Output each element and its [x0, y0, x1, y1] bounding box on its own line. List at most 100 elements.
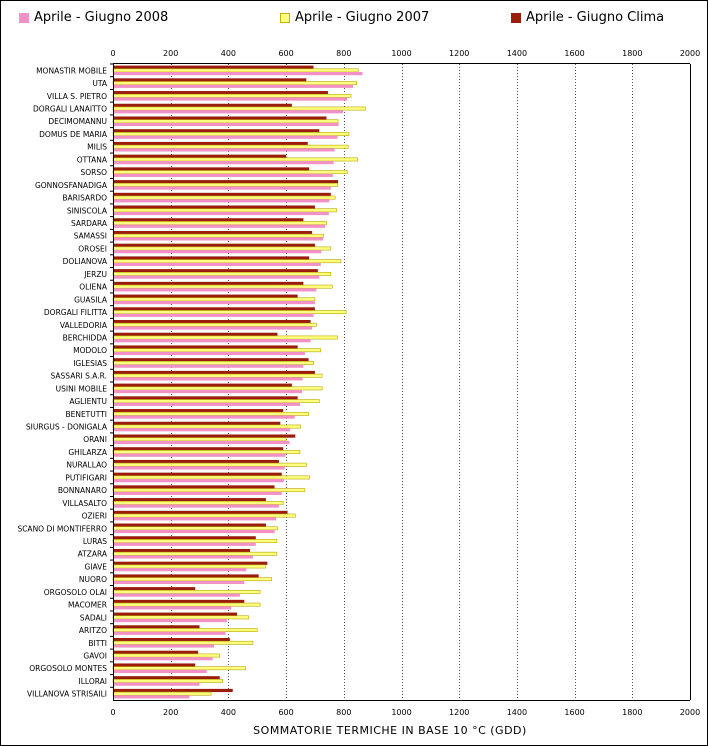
bar-clima [113, 561, 268, 565]
category-label: BITTI [88, 639, 107, 648]
x-tick-label-bottom: 600 [278, 708, 293, 717]
category-label: SARDARA [71, 219, 108, 228]
category-label: DOLIANOVA [63, 257, 108, 266]
bar-2008 [113, 237, 324, 241]
category-label: MODOLO [73, 346, 107, 355]
bar-clima [113, 116, 327, 120]
bar-2007 [112, 106, 366, 111]
bar-clima [113, 358, 309, 362]
bar-clima [113, 141, 308, 146]
bar-2008 [113, 275, 320, 279]
bar-2008 [113, 148, 335, 152]
bar-2007 [112, 233, 324, 238]
category-label: GHILARZA [68, 448, 107, 457]
bar-2008 [113, 695, 190, 699]
bar-2008 [113, 631, 226, 635]
bar-2007 [112, 640, 254, 645]
bar-2007 [112, 424, 301, 429]
bar-clima [113, 472, 282, 476]
bar-clima [113, 205, 315, 209]
bar-clima [113, 421, 281, 425]
category-label: USINI MOBILE [56, 384, 108, 393]
bar-2007 [112, 615, 249, 620]
bar-2007 [112, 488, 306, 493]
category-label: UTA [92, 79, 107, 88]
bar-2007 [112, 259, 342, 264]
bar-2008 [113, 390, 302, 394]
bar-2007 [112, 373, 323, 378]
bar-2007 [112, 679, 223, 683]
x-tick-label-top: 800 [336, 49, 351, 58]
category-label: SAMASSI [74, 232, 107, 241]
bar-2007 [112, 119, 339, 124]
category-label: MONASTIR MOBILE [36, 66, 107, 75]
bar-clima [113, 103, 292, 107]
category-label: ATZARA [78, 550, 108, 559]
bar-clima [113, 281, 304, 286]
bar-2007 [112, 221, 327, 225]
bar-clima [113, 332, 278, 336]
bar-2007 [112, 132, 350, 136]
bar-2008 [113, 97, 348, 101]
bar-2008 [113, 644, 214, 648]
bar-2007 [112, 81, 358, 86]
bar-clima [113, 434, 296, 438]
bar-2008 [113, 618, 227, 623]
bar-2008 [113, 173, 333, 177]
bar-2008 [113, 491, 282, 495]
category-label: MACOMER [68, 601, 107, 610]
bar-2007 [112, 93, 352, 98]
category-label: JERZU [83, 270, 107, 279]
legend-swatch-clima [511, 12, 521, 23]
bar-2008 [113, 466, 285, 470]
bar-2007 [112, 399, 320, 404]
category-label: AGLIENTU [69, 397, 107, 406]
bar-2008 [113, 504, 279, 508]
bar-2007 [112, 144, 349, 149]
x-tick-label-bottom: 2000 [680, 708, 700, 717]
x-tick-label-top: 0 [110, 49, 115, 58]
bar-2008 [113, 657, 213, 661]
bar-2007 [112, 68, 359, 73]
bar-clima [113, 638, 230, 642]
bar-clima [113, 574, 259, 578]
bar-2007 [112, 335, 338, 340]
bar-2007 [112, 437, 287, 442]
x-tick-label-top: 2000 [680, 49, 700, 58]
bar-2008 [113, 313, 314, 317]
bar-2007 [112, 513, 296, 518]
category-label: MILIS [87, 143, 107, 152]
bar-clima [113, 625, 200, 629]
bar-clima [113, 447, 284, 451]
bar-2008 [113, 199, 330, 203]
bar-clima [113, 396, 298, 400]
bar-2007 [112, 246, 332, 251]
x-tick-label-bottom: 1000 [391, 708, 411, 717]
category-label: VALLEDORIA [60, 321, 108, 330]
bar-2007 [112, 208, 337, 213]
category-label: BERCHIDDA [63, 333, 108, 342]
bar-clima [113, 167, 310, 171]
bar-2007 [112, 500, 284, 505]
x-tick-label-top: 1200 [449, 49, 469, 58]
category-label: SIURGUS - DONIGALA [26, 423, 108, 432]
x-tick-label-top: 200 [163, 49, 178, 58]
bar-2008 [113, 300, 315, 305]
bar-clima [113, 243, 315, 247]
bar-2008 [113, 517, 276, 521]
x-tick-label-bottom: 1200 [449, 708, 469, 717]
category-label: DORGALI FILITTA [44, 308, 108, 317]
category-label: BONNANARO [58, 486, 107, 495]
legend-swatch-2007 [280, 12, 290, 23]
x-tick-label-top: 1400 [507, 49, 527, 58]
bar-clima [113, 612, 238, 616]
bar-2008 [113, 415, 295, 419]
bar-2007 [112, 475, 311, 480]
bar-2008 [113, 211, 329, 216]
category-label: OZIERI [82, 512, 107, 521]
category-label: GIAVE [84, 562, 107, 571]
bar-clima [113, 383, 292, 387]
category-label: SORSO [80, 168, 107, 177]
bar-2008 [113, 402, 300, 406]
bar-2008 [113, 250, 322, 254]
